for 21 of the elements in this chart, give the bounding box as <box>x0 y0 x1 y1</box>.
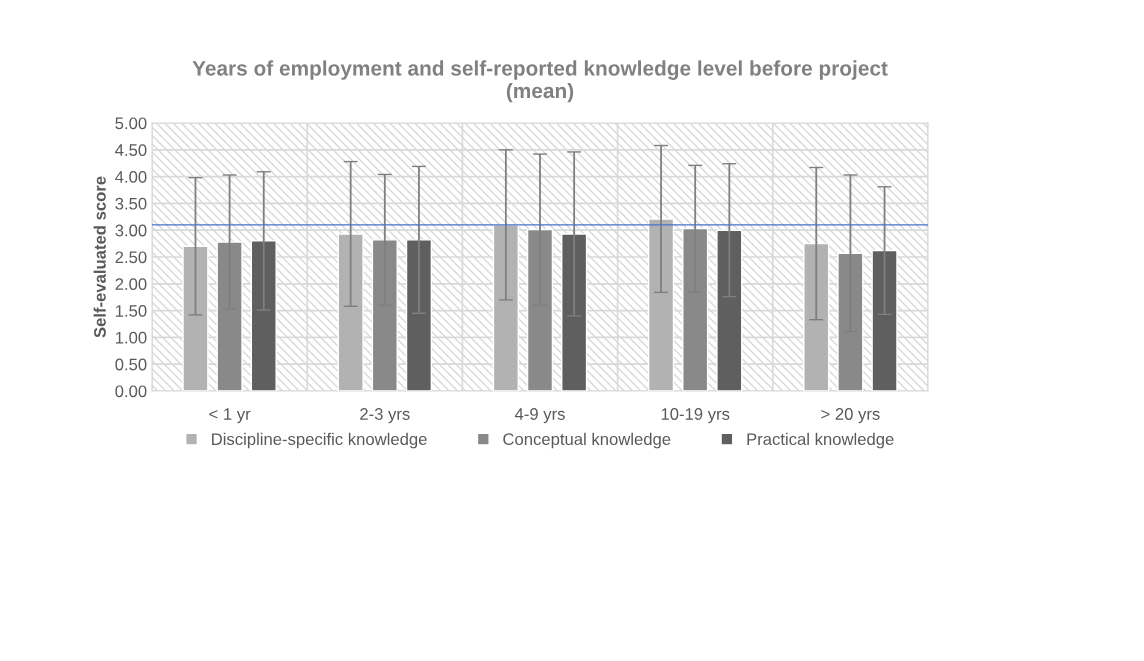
y-tick-label: 2.50 <box>115 251 147 264</box>
y-tick-label: 0.00 <box>115 385 147 398</box>
x-tick-label: 2-3 yrs <box>360 408 410 424</box>
y-tick-label: 4.00 <box>115 171 147 183</box>
y-tick-label: 2.00 <box>115 278 147 290</box>
x-tick-label: 10-19 yrs <box>661 408 730 424</box>
y-tick-label: 0.50 <box>115 358 147 371</box>
x-tick-label: 4-9 yrs <box>514 408 565 424</box>
legend-label: Discipline-specific knowledge <box>212 432 427 449</box>
y-tick-label: 1.00 <box>115 331 147 344</box>
y-tick-label: 3.00 <box>115 224 147 237</box>
y-tick-label: 5.00 <box>115 117 147 130</box>
legend-label: Practical knowledge <box>747 432 894 449</box>
y-tick-label: 3.50 <box>115 197 147 210</box>
chart-title: Years of employment and self-reported knowledge level before project (mean) <box>192 60 888 103</box>
y-tick-label: 4.50 <box>115 144 147 156</box>
legend-label: Conceptual knowledge <box>503 432 671 449</box>
x-tick-label: < 1 yr <box>209 408 251 424</box>
y-tick-label: 1.50 <box>115 305 147 317</box>
x-tick-label: > 20 yrs <box>821 408 880 424</box>
y-axis-title: Self-evaluated score <box>93 176 106 338</box>
